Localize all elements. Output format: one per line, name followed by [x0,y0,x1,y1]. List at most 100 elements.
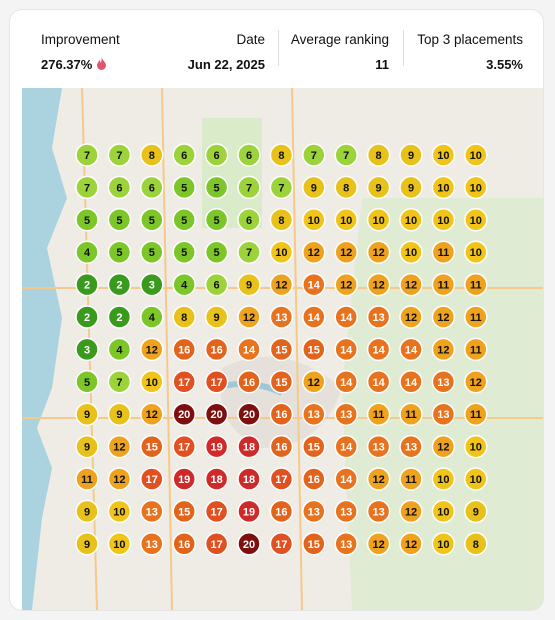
rank-label: 13 [275,312,287,324]
rank-label: 12 [308,377,320,389]
rank-pin [107,402,132,426]
rank-label: 9 [246,280,252,292]
rank-pin [269,402,294,426]
rank-label: 3 [149,280,155,292]
rank-label: 13 [372,312,384,324]
stat-value: 276.37% [41,57,93,72]
rank-pin [302,434,326,459]
rank-label: 10 [372,215,384,227]
rank-pin [172,143,196,167]
rank-label: 20 [210,409,222,421]
rank-label: 11 [438,280,450,292]
rank-label: 12 [113,442,125,454]
rank-label: 16 [308,474,320,486]
rank-pin [237,434,261,459]
rank-label: 10 [437,150,449,162]
rank-pin [269,467,294,491]
rank-label: 9 [408,150,414,162]
rank-label: 16 [275,442,287,454]
rank-label: 10 [405,215,417,227]
rank-pin [172,499,196,524]
rank-label: 11 [470,280,482,292]
rank-pin [237,272,261,297]
rank-label: 10 [275,247,287,259]
stat-label: Average ranking [290,32,389,47]
rank-label: 13 [340,539,352,551]
rank-pin [366,467,391,491]
rank-label: 10 [340,215,352,227]
rank-pin [334,175,358,200]
rank-pin [107,175,132,200]
rank-label: 9 [84,409,90,421]
rank-pin [366,499,391,524]
rank-pin [269,337,294,362]
rank-label: 10 [113,506,125,518]
rank-label: 5 [149,215,155,227]
rank-label: 18 [243,474,255,486]
rank-pin [302,208,326,232]
rank-label: 15 [146,442,158,454]
rank-pin [172,434,196,459]
rank-label: 16 [178,344,190,356]
rank-label: 12 [372,280,384,292]
rank-label: 5 [149,247,155,259]
rank-pin [399,305,423,329]
rank-pin [269,143,294,167]
rank-pin [172,337,196,362]
rank-pin [399,402,423,426]
rank-pin [334,370,358,394]
rank-pin [399,499,423,524]
rank-pin [204,370,229,394]
rank-label: 12 [405,506,417,518]
rank-pin [302,499,326,524]
rank-pin [140,272,164,297]
rank-pin [431,305,456,329]
rank-pin [366,175,391,200]
rank-pin [237,370,261,394]
rank-pin [399,175,423,200]
rank-label: 11 [81,474,93,486]
rank-label: 12 [470,377,482,389]
rank-pin [464,499,488,524]
rank-pin [366,240,391,264]
rank-label: 15 [308,344,320,356]
rank-pin [464,240,488,264]
rank-label: 9 [311,182,317,194]
rank-pin [334,499,358,524]
rank-pin [172,175,196,200]
rank-label: 9 [84,539,90,551]
rank-pin [204,434,229,459]
rank-label: 13 [340,409,352,421]
rank-label: 12 [275,280,287,292]
rank-label: 11 [405,409,417,421]
rank-pin [75,240,99,264]
rank-label: 12 [243,312,255,324]
rank-pin [464,532,488,556]
rank-pin [302,240,326,264]
rank-pin [302,143,326,167]
rank-pin [399,208,423,232]
rank-pin [237,532,261,556]
rank-label: 19 [210,442,222,454]
rank-pin [464,305,488,329]
rank-pin [237,337,261,362]
rank-pin [237,143,261,167]
stat: Top 3 placements 3.55% [417,32,523,72]
rank-label: 12 [372,474,384,486]
rank-label: 19 [243,506,255,518]
rank-pin [302,337,326,362]
rank-pin [140,434,164,459]
rank-label: 17 [178,377,190,389]
rank-label: 5 [116,247,122,259]
rank-label: 6 [214,280,220,292]
rank-label: 10 [470,150,482,162]
rank-label: 12 [372,247,384,259]
rank-pin [399,240,423,264]
rank-label: 16 [243,377,255,389]
rank-label: 6 [214,150,220,162]
rank-pin [431,208,456,232]
rank-pin [431,370,456,394]
rank-pin [75,434,99,459]
rank-pin [75,499,99,524]
rank-label: 8 [376,150,382,162]
